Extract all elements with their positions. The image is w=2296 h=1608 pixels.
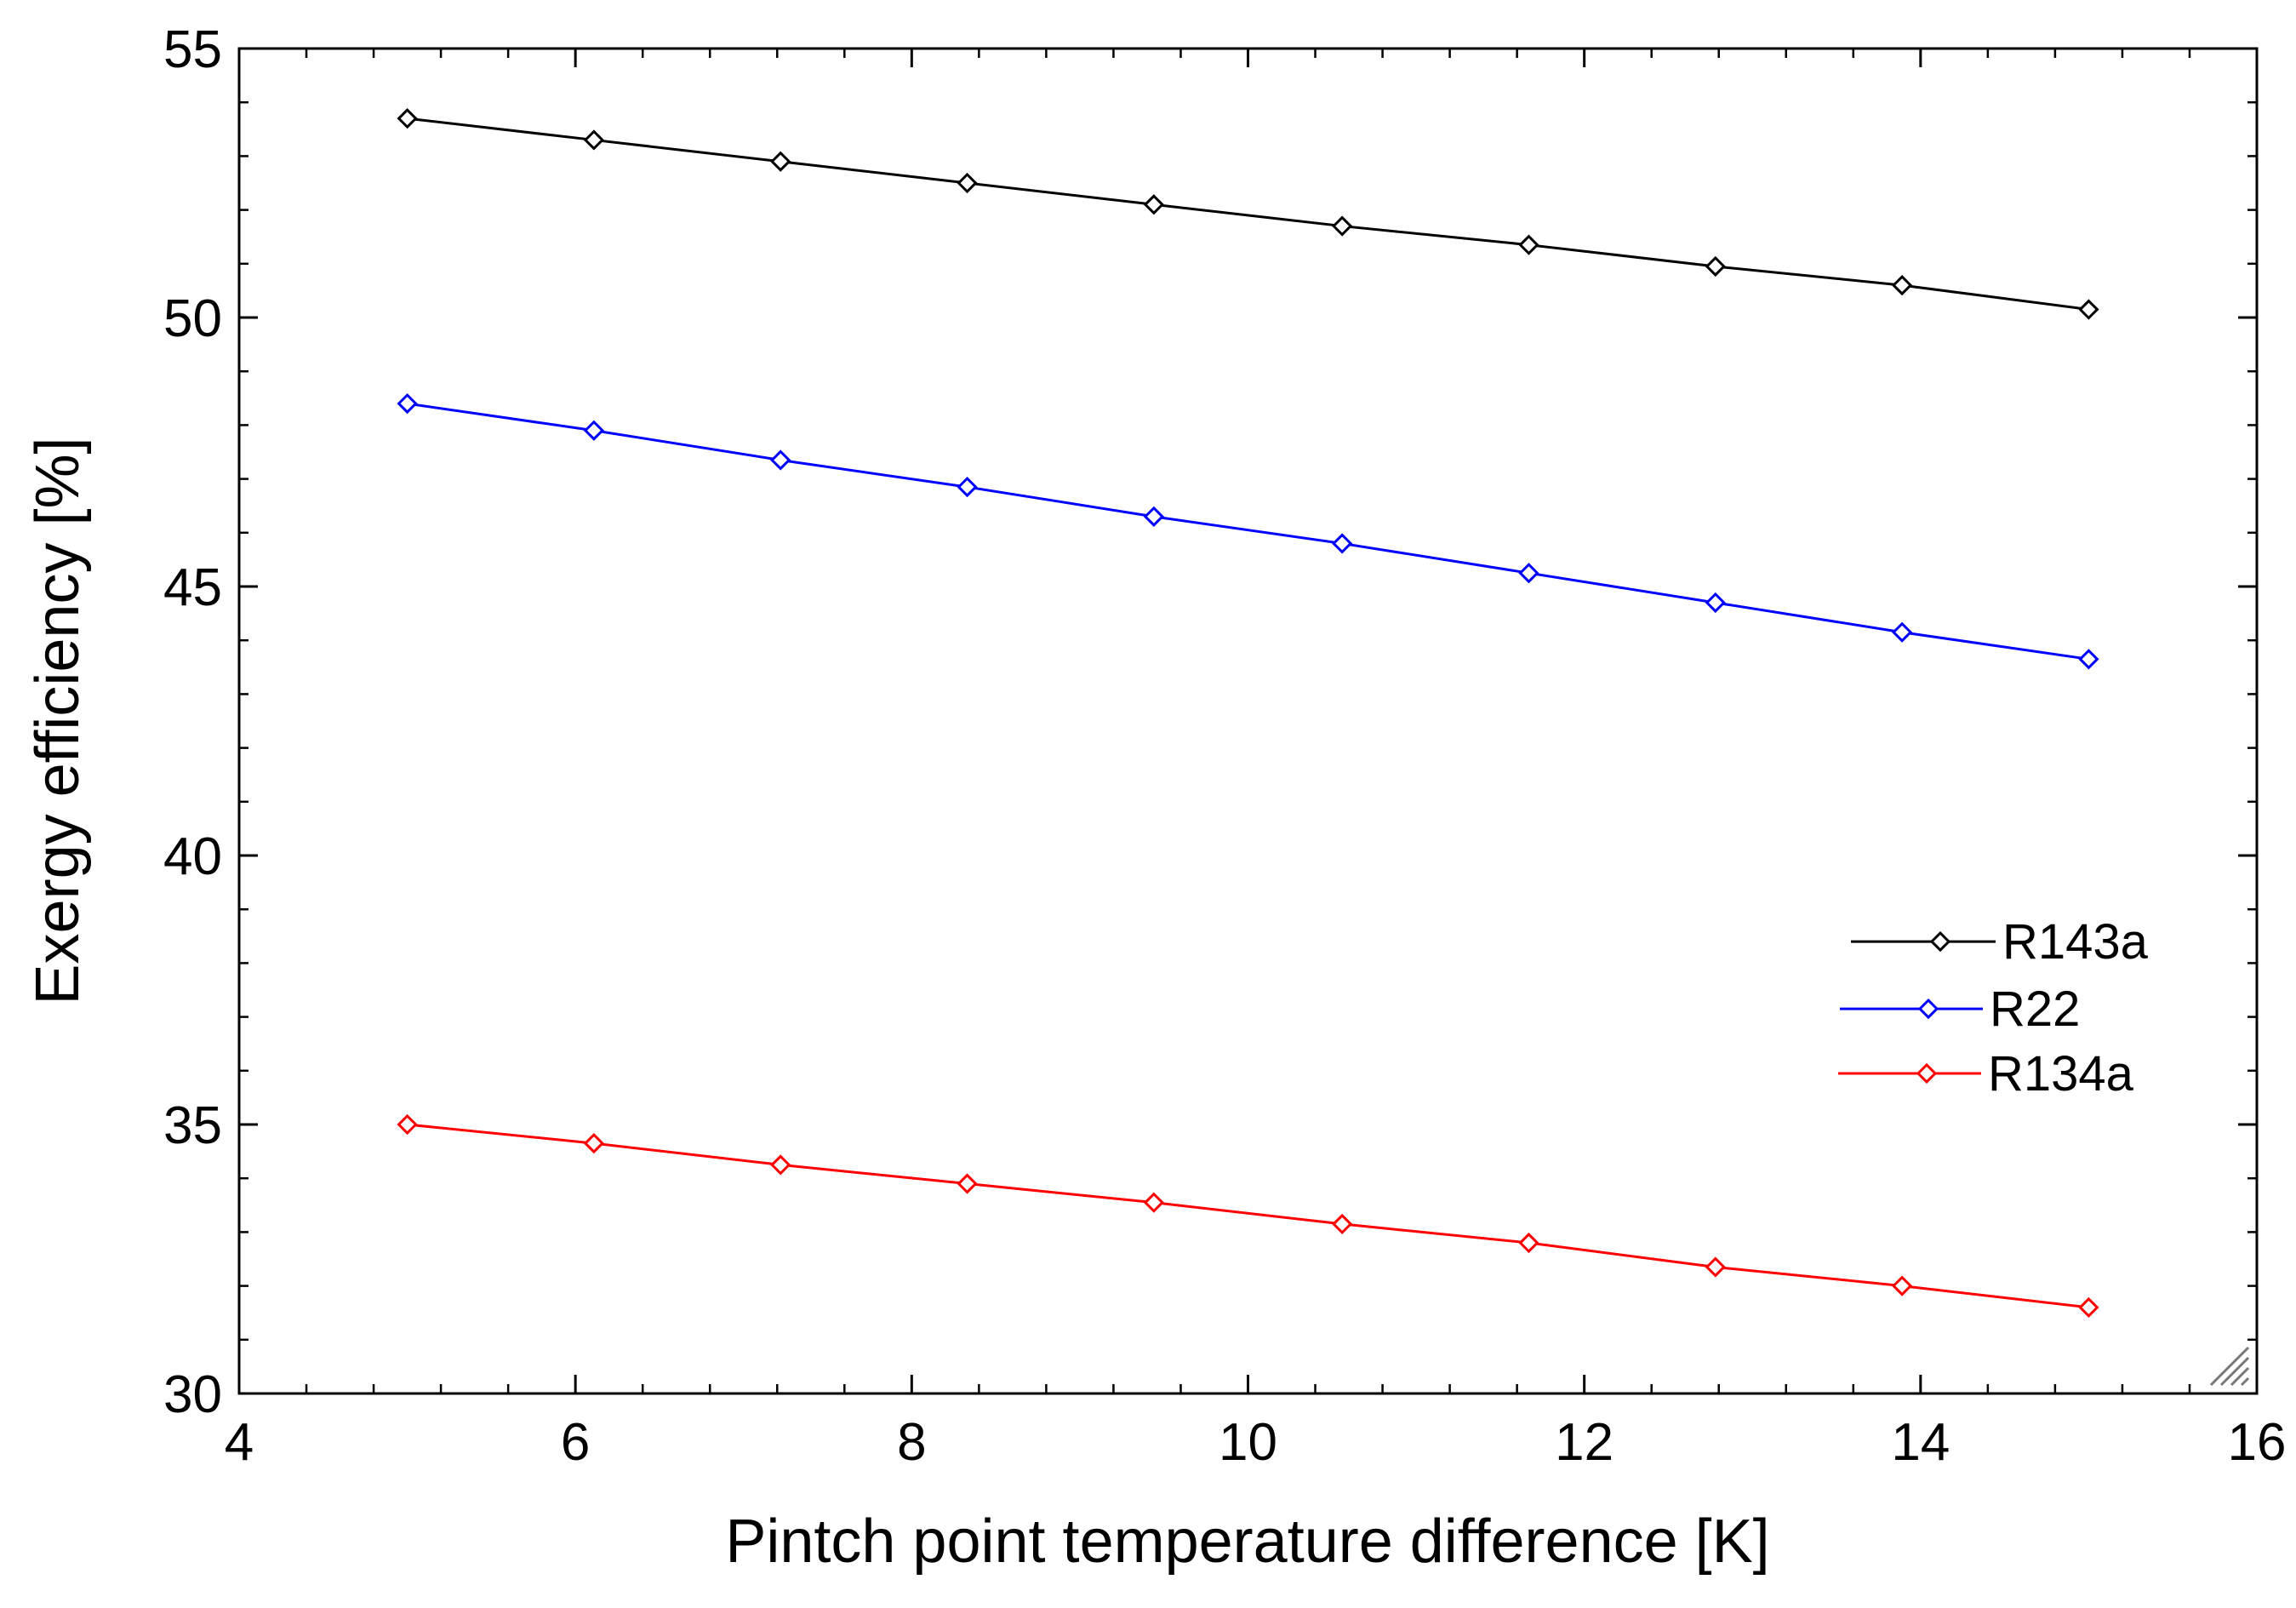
- plot-frame: [237, 47, 2259, 1395]
- y-tick-label: 35: [163, 1096, 222, 1155]
- x-tick-label: 10: [1219, 1413, 1277, 1472]
- series-r22: [397, 392, 2099, 670]
- legend-label: R22: [1990, 981, 2080, 1037]
- data-point-r134a: [397, 1113, 418, 1136]
- y-tick-label: 30: [163, 1365, 222, 1424]
- data-point-r22: [583, 420, 605, 441]
- x-tick-label: 6: [561, 1413, 590, 1472]
- data-point-r22: [1332, 533, 1353, 554]
- data-point-r22: [1143, 506, 1164, 527]
- ticks-layer: 4 6 8 10 12 14 16 30 35 40 45 50 55: [163, 20, 2286, 1472]
- legend-label: R143a: [2002, 914, 2149, 970]
- data-point-r134a: [2078, 1296, 2099, 1319]
- series-line-r22: [407, 402, 2089, 661]
- legend-marker: [1916, 1062, 1938, 1084]
- resize-grip-icon: [2209, 1346, 2250, 1387]
- legend: R143a R22 R134a: [1838, 914, 2149, 1102]
- data-point-r143a: [770, 151, 791, 172]
- data-point-r134a: [1518, 1232, 1539, 1254]
- series-line-r134a: [407, 1123, 2089, 1309]
- data-point-r22: [1891, 621, 1913, 643]
- data-point-r22: [2078, 649, 2099, 670]
- data-point-r134a: [770, 1154, 791, 1176]
- series-r134a: [397, 1113, 2099, 1319]
- data-point-r143a: [957, 172, 978, 194]
- data-point-r22: [1705, 592, 1726, 614]
- x-axis-title: Pintch point temperature difference [K]: [725, 1508, 1769, 1576]
- legend-item-r134a: R134a: [1838, 1046, 2134, 1102]
- x-tick-label: 16: [2228, 1413, 2287, 1472]
- data-point-r22: [1518, 563, 1539, 584]
- data-point-r134a: [583, 1132, 605, 1154]
- x-tick-label: 14: [1891, 1413, 1950, 1472]
- y-axis-title: Exergy efficiency [%]: [24, 438, 92, 1005]
- legend-label: R134a: [1988, 1046, 2134, 1102]
- series-r143a: [397, 108, 2099, 320]
- data-point-r134a: [1143, 1192, 1164, 1213]
- data-point-r143a: [1891, 274, 1913, 296]
- series-layer: [397, 108, 2099, 1319]
- data-point-r22: [957, 476, 978, 498]
- series-line-r143a: [407, 117, 2089, 312]
- data-point-r143a: [1518, 234, 1539, 255]
- legend-marker: [1917, 998, 1939, 1020]
- data-point-r143a: [397, 108, 418, 129]
- y-tick-label: 40: [163, 827, 222, 886]
- data-point-r22: [397, 392, 418, 415]
- data-point-r143a: [1705, 255, 1726, 278]
- x-tick-label: 12: [1555, 1413, 1613, 1472]
- x-tick-label: 8: [897, 1413, 926, 1472]
- data-point-r143a: [583, 129, 605, 151]
- data-point-r134a: [1891, 1275, 1913, 1296]
- data-point-r134a: [957, 1173, 978, 1194]
- x-tick-label: 4: [225, 1413, 254, 1472]
- data-point-r143a: [1143, 194, 1164, 215]
- legend-marker: [1929, 930, 1951, 953]
- data-point-r134a: [1332, 1213, 1353, 1235]
- legend-item-r22: R22: [1840, 981, 2080, 1037]
- y-tick-label: 55: [163, 20, 222, 79]
- y-tick-label: 45: [163, 558, 222, 617]
- data-point-r22: [770, 449, 791, 471]
- data-point-r134a: [1705, 1256, 1726, 1278]
- legend-item-r143a: R143a: [1851, 914, 2149, 970]
- y-tick-label: 50: [163, 289, 222, 348]
- data-point-r143a: [2078, 299, 2099, 320]
- data-point-r143a: [1332, 215, 1353, 237]
